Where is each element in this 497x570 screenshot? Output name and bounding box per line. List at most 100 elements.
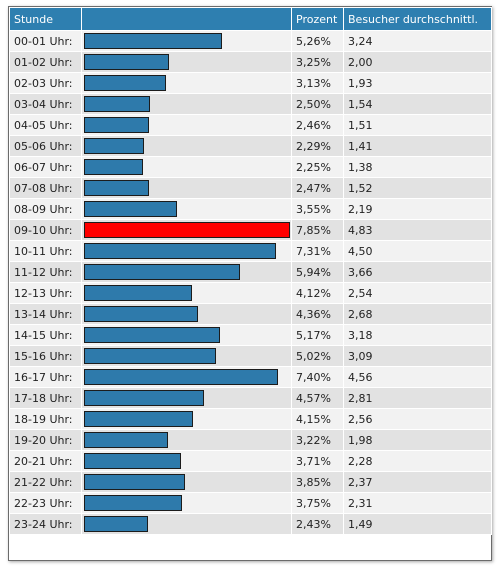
percent-value: 3,85% xyxy=(291,471,344,493)
table-row: 06-07 Uhr: 2,25% 1,38 xyxy=(9,156,492,178)
bar-cell xyxy=(81,198,292,220)
table-row: 20-21 Uhr: 3,71% 2,28 xyxy=(9,450,492,472)
percent-value: 3,71% xyxy=(291,450,344,472)
bar xyxy=(84,306,198,322)
avg-visitors-value: 3,18 xyxy=(343,324,492,346)
bar-cell xyxy=(81,492,292,514)
table-body: 00-01 Uhr: 5,26% 3,24 01-02 Uhr: 3,25% 2,00 02… xyxy=(9,30,492,535)
column-header-avg-visitors[interactable]: Besucher durchschnittl. xyxy=(343,7,492,31)
percent-value: 7,31% xyxy=(291,240,344,262)
avg-visitors-value: 1,54 xyxy=(343,93,492,115)
bar xyxy=(84,243,276,259)
percent-value: 3,22% xyxy=(291,429,344,451)
table-row: 08-09 Uhr: 3,55% 2,19 xyxy=(9,198,492,220)
avg-visitors-value: 4,50 xyxy=(343,240,492,262)
hour-label: 13-14 Uhr: xyxy=(9,303,82,325)
hour-label: 07-08 Uhr: xyxy=(9,177,82,199)
percent-value: 3,55% xyxy=(291,198,344,220)
table-row: 11-12 Uhr: 5,94% 3,66 xyxy=(9,261,492,283)
percent-value: 5,17% xyxy=(291,324,344,346)
avg-visitors-value: 2,81 xyxy=(343,387,492,409)
hour-label: 19-20 Uhr: xyxy=(9,429,82,451)
percent-value: 4,15% xyxy=(291,408,344,430)
table-row: 09-10 Uhr: 7,85% 4,83 xyxy=(9,219,492,241)
bar-cell xyxy=(81,51,292,73)
percent-value: 2,46% xyxy=(291,114,344,136)
bar xyxy=(84,159,143,175)
percent-value: 3,25% xyxy=(291,51,344,73)
table-row: 12-13 Uhr: 4,12% 2,54 xyxy=(9,282,492,304)
percent-value: 2,47% xyxy=(291,177,344,199)
hour-label: 05-06 Uhr: xyxy=(9,135,82,157)
bar-cell xyxy=(81,282,292,304)
percent-value: 2,29% xyxy=(291,135,344,157)
bar-cell xyxy=(81,156,292,178)
percent-value: 3,75% xyxy=(291,492,344,514)
hour-label: 17-18 Uhr: xyxy=(9,387,82,409)
avg-visitors-value: 4,83 xyxy=(343,219,492,241)
percent-value: 2,50% xyxy=(291,93,344,115)
hour-label: 16-17 Uhr: xyxy=(9,366,82,388)
bar-max xyxy=(84,222,290,238)
percent-value: 2,25% xyxy=(291,156,344,178)
percent-value: 4,12% xyxy=(291,282,344,304)
bar-cell xyxy=(81,387,292,409)
hour-label: 04-05 Uhr: xyxy=(9,114,82,136)
percent-value: 5,02% xyxy=(291,345,344,367)
bar xyxy=(84,54,169,70)
hour-label: 09-10 Uhr: xyxy=(9,219,82,241)
bar xyxy=(84,285,192,301)
hour-label: 03-04 Uhr: xyxy=(9,93,82,115)
bar xyxy=(84,453,181,469)
bar-cell xyxy=(81,324,292,346)
bar-cell xyxy=(81,345,292,367)
bar-cell xyxy=(81,513,292,535)
table-header-row: Stunde Prozent Besucher durchschnittl. xyxy=(9,7,492,31)
hour-label: 11-12 Uhr: xyxy=(9,261,82,283)
bar xyxy=(84,117,149,133)
avg-visitors-value: 2,19 xyxy=(343,198,492,220)
table-row: 15-16 Uhr: 5,02% 3,09 xyxy=(9,345,492,367)
bar xyxy=(84,75,166,91)
avg-visitors-value: 1,38 xyxy=(343,156,492,178)
table-row: 07-08 Uhr: 2,47% 1,52 xyxy=(9,177,492,199)
bar xyxy=(84,327,220,343)
bar-cell xyxy=(81,429,292,451)
bar-cell xyxy=(81,177,292,199)
hour-label: 00-01 Uhr: xyxy=(9,30,82,52)
table-row: 23-24 Uhr: 2,43% 1,49 xyxy=(9,513,492,535)
column-header-hour[interactable]: Stunde xyxy=(9,7,82,31)
hour-label: 23-24 Uhr: xyxy=(9,513,82,535)
bar-cell xyxy=(81,114,292,136)
column-header-bar xyxy=(81,7,292,31)
percent-value: 7,40% xyxy=(291,366,344,388)
bar xyxy=(84,390,204,406)
avg-visitors-value: 3,09 xyxy=(343,345,492,367)
avg-visitors-value: 1,51 xyxy=(343,114,492,136)
column-header-percent[interactable]: Prozent xyxy=(291,7,344,31)
table-row: 16-17 Uhr: 7,40% 4,56 xyxy=(9,366,492,388)
bar xyxy=(84,138,144,154)
avg-visitors-value: 1,49 xyxy=(343,513,492,535)
table-row: 18-19 Uhr: 4,15% 2,56 xyxy=(9,408,492,430)
bar xyxy=(84,432,168,448)
bar-cell xyxy=(81,93,292,115)
hour-label: 02-03 Uhr: xyxy=(9,72,82,94)
table-row: 05-06 Uhr: 2,29% 1,41 xyxy=(9,135,492,157)
avg-visitors-value: 2,00 xyxy=(343,51,492,73)
avg-visitors-value: 2,28 xyxy=(343,450,492,472)
bar-cell xyxy=(81,303,292,325)
table-row: 04-05 Uhr: 2,46% 1,51 xyxy=(9,114,492,136)
bar-cell xyxy=(81,261,292,283)
hour-label: 22-23 Uhr: xyxy=(9,492,82,514)
table-row: 03-04 Uhr: 2,50% 1,54 xyxy=(9,93,492,115)
avg-visitors-value: 3,66 xyxy=(343,261,492,283)
table-row: 13-14 Uhr: 4,36% 2,68 xyxy=(9,303,492,325)
hourly-stats-panel: Stunde Prozent Besucher durchschnittl. 0… xyxy=(8,6,492,561)
percent-value: 4,36% xyxy=(291,303,344,325)
table-row: 17-18 Uhr: 4,57% 2,81 xyxy=(9,387,492,409)
hour-label: 12-13 Uhr: xyxy=(9,282,82,304)
table-row: 01-02 Uhr: 3,25% 2,00 xyxy=(9,51,492,73)
avg-visitors-value: 2,37 xyxy=(343,471,492,493)
avg-visitors-value: 1,41 xyxy=(343,135,492,157)
